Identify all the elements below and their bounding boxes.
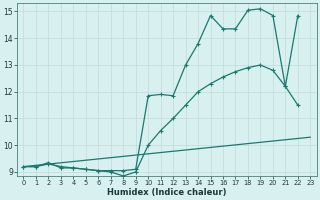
X-axis label: Humidex (Indice chaleur): Humidex (Indice chaleur) [107, 188, 227, 197]
